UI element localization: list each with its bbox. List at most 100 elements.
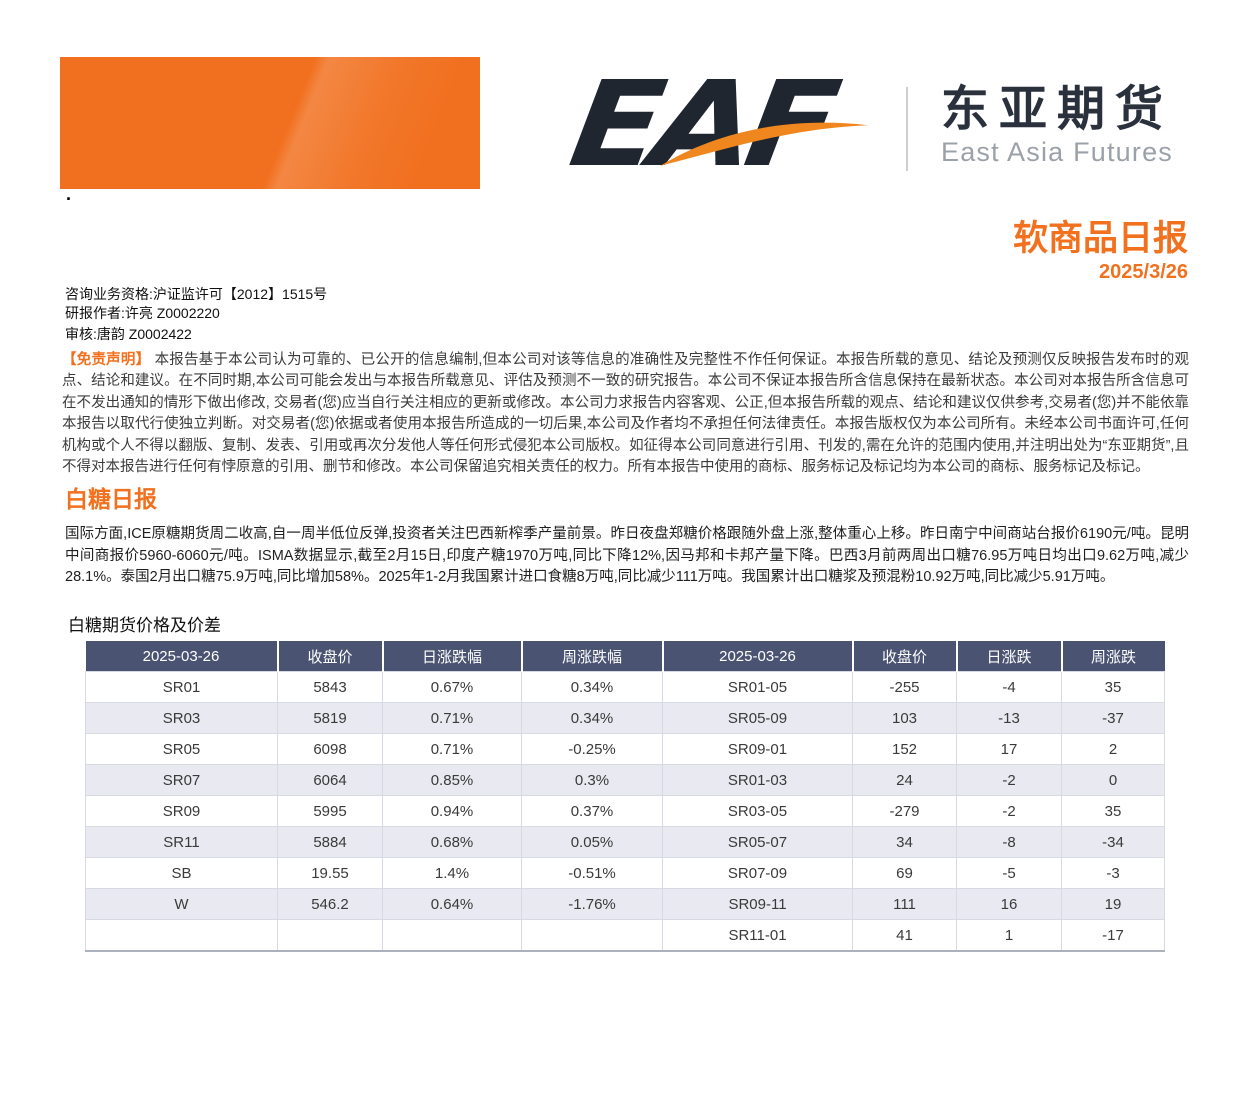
table-cell: SR05: [85, 733, 278, 765]
table-cell: SR01: [85, 671, 278, 703]
header-close-right: 收盘价: [852, 641, 958, 672]
report-title: 软商品日报: [1012, 219, 1188, 258]
table-cell: 5884: [277, 826, 383, 858]
table-cell: 19.55: [277, 857, 383, 889]
table-body: SR01 5843 0.67% 0.34% SR01-05 -255 -4 35 SR03 581…: [85, 671, 1165, 952]
header-date-left: 2025-03-26: [85, 641, 279, 672]
table-cell: 34: [852, 826, 957, 858]
company-name-en: East Asia Futures: [941, 137, 1173, 167]
table-cell: -0.25%: [521, 733, 663, 765]
table-cell: 17: [956, 733, 1062, 765]
table-cell: 6098: [277, 733, 383, 765]
logo-divider: [906, 87, 908, 171]
table-cell: 111: [852, 888, 957, 920]
table-cell: SR07-09: [662, 857, 853, 889]
table-cell: SR03-05: [662, 795, 853, 827]
table-cell: 546.2: [277, 888, 383, 920]
table-cell: SR05-09: [662, 702, 853, 734]
company-logo: EAF: [562, 55, 880, 193]
table-cell: -17: [1061, 919, 1165, 952]
table-cell: -255: [852, 671, 957, 703]
table-cell: -5: [956, 857, 1062, 889]
brand-banner: [60, 57, 480, 189]
table-cell: SR09-11: [662, 888, 853, 920]
table-cell: 1: [956, 919, 1062, 952]
reviewer-line: 审核:唐韵 Z0002422: [65, 326, 192, 342]
table-cell: 5995: [277, 795, 383, 827]
table-cell: -1.76%: [521, 888, 663, 920]
table-row: SR05 6098 0.71% -0.25% SR09-01 152 17 2: [85, 733, 1165, 765]
author-line: 研报作者:许亮 Z0002220: [65, 304, 220, 321]
table-cell: -279: [852, 795, 957, 827]
table-row: SR09 5995 0.94% 0.37% SR03-05 -279 -2 35: [85, 795, 1165, 827]
sugar-section-title: 白糖日报: [65, 486, 157, 512]
table-cell: 0.67%: [382, 671, 522, 703]
table-cell: [85, 919, 278, 952]
table-cell: SR01-05: [662, 671, 853, 703]
company-name-cn: 东亚期货: [941, 83, 1174, 136]
report-date: 2025/3/26: [1099, 261, 1188, 283]
table-row: SR07 6064 0.85% 0.3% SR01-03 24 -2 0: [85, 764, 1165, 796]
table-cell: [382, 919, 522, 952]
table-cell: SB: [85, 857, 278, 889]
header-day-change-pct: 日涨跌幅: [382, 641, 523, 672]
table-cell: 0.3%: [521, 764, 663, 796]
credentials-block: 咨询业务资格:沪证监许可【2012】1515号 研报作者:许亮 Z0002220…: [65, 285, 327, 344]
table-cell: 0.71%: [382, 702, 522, 734]
report-title-block: 软商品日报 2025/3/26: [1012, 219, 1188, 284]
table-row: SR11-01 41 1 -17: [85, 919, 1165, 952]
header-date-right: 2025-03-26: [662, 641, 854, 672]
disclaimer-text: 本报告基于本公司认为可靠的、已公开的信息编制,但本公司对该等信息的准确性及完整性…: [62, 352, 1189, 476]
table-cell: 0.34%: [521, 671, 663, 703]
table-cell: 0: [1061, 764, 1165, 796]
table-cell: 24: [852, 764, 957, 796]
table-cell: 35: [1061, 671, 1165, 703]
table-cell: -37: [1061, 702, 1165, 734]
disclaimer-label: 【免责声明】: [62, 352, 151, 368]
table-cell: 152: [852, 733, 957, 765]
stray-dot: .: [66, 184, 72, 204]
table-cell: -2: [956, 764, 1062, 796]
table-cell: 0.05%: [521, 826, 663, 858]
table-row: SR03 5819 0.71% 0.34% SR05-09 103 -13 -37: [85, 702, 1165, 734]
table-row: SB 19.55 1.4% -0.51% SR07-09 69 -5 -3: [85, 857, 1165, 889]
table-cell: 41: [852, 919, 957, 952]
table-row: SR11 5884 0.68% 0.05% SR05-07 34 -8 -34: [85, 826, 1165, 858]
table-cell: -3: [1061, 857, 1165, 889]
table-cell: 0.68%: [382, 826, 522, 858]
table-cell: 69: [852, 857, 957, 889]
table-row: W 546.2 0.64% -1.76% SR09-11 111 16 19: [85, 888, 1165, 920]
qualification-line: 咨询业务资格:沪证监许可【2012】1515号: [65, 286, 328, 302]
table-cell: SR09: [85, 795, 278, 827]
table-cell: SR09-01: [662, 733, 853, 765]
table-cell: 0.34%: [521, 702, 663, 734]
table-cell: 6064: [277, 764, 383, 796]
table-cell: 5819: [277, 702, 383, 734]
table-cell: SR11-01: [662, 919, 853, 952]
table-cell: 0.85%: [382, 764, 522, 796]
table-cell: 19: [1061, 888, 1165, 920]
header-week-change-pct: 周涨跌幅: [521, 641, 664, 672]
table-cell: 0.71%: [382, 733, 522, 765]
price-table-title: 白糖期货价格及价差: [68, 616, 221, 635]
table-cell: SR01-03: [662, 764, 853, 796]
table-cell: SR05-07: [662, 826, 853, 858]
table-cell: -13: [956, 702, 1062, 734]
table-cell: 2: [1061, 733, 1165, 765]
header-close-left: 收盘价: [277, 641, 384, 672]
table-cell: [521, 919, 663, 952]
disclaimer-paragraph: 【免责声明】 本报告基于本公司认为可靠的、已公开的信息编制,但本公司对该等信息的…: [62, 350, 1189, 478]
table-cell: 35: [1061, 795, 1165, 827]
table-cell: 16: [956, 888, 1062, 920]
table-cell: -8: [956, 826, 1062, 858]
table-cell: 0.37%: [521, 795, 663, 827]
table-cell: 0.64%: [382, 888, 522, 920]
table-cell: W: [85, 888, 278, 920]
table-cell: 5843: [277, 671, 383, 703]
sugar-section-body: 国际方面,ICE原糖期货周二收高,自一周半低位反弹,投资者关注巴西新榨季产量前景…: [65, 526, 1189, 585]
table-cell: 1.4%: [382, 857, 522, 889]
table-cell: 103: [852, 702, 957, 734]
header-day-change: 日涨跌: [956, 641, 1063, 672]
table-cell: [277, 919, 383, 952]
table-cell: 0.94%: [382, 795, 522, 827]
